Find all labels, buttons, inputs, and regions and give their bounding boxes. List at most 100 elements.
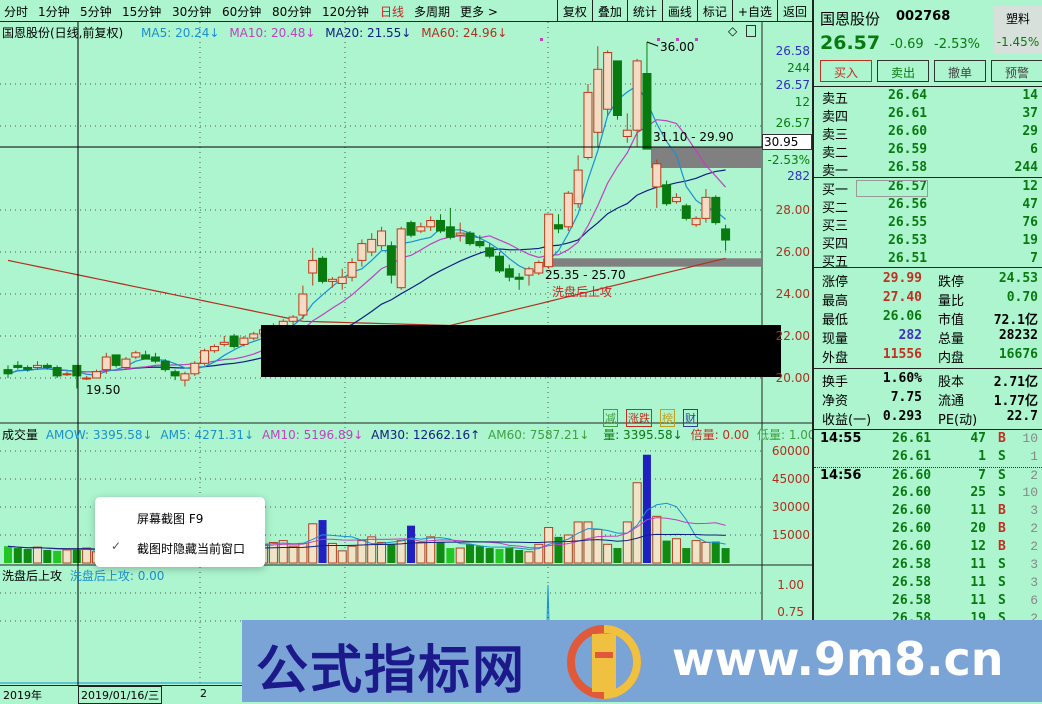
volume-bar bbox=[505, 548, 514, 563]
tool-button[interactable]: +自选 bbox=[731, 0, 777, 22]
cancel-order-button[interactable]: 撤单 bbox=[934, 60, 986, 82]
period-tab[interactable]: 多周期 bbox=[414, 5, 451, 19]
stat-label: 收益(一) bbox=[822, 413, 872, 428]
tool-button[interactable]: 统计 bbox=[626, 0, 662, 22]
kline-chart[interactable] bbox=[0, 0, 812, 702]
event-badge[interactable]: 减 bbox=[603, 409, 618, 427]
tool-button[interactable]: 画线 bbox=[661, 0, 697, 22]
period-tab[interactable]: 30分钟 bbox=[172, 5, 212, 19]
price-change: -0.69 bbox=[890, 37, 924, 52]
buy-button[interactable]: 买入 bbox=[820, 60, 872, 82]
tick-count: 3 bbox=[1030, 557, 1038, 572]
level-label: 买四 bbox=[822, 237, 849, 252]
diamond-icon[interactable]: ◇ bbox=[728, 24, 738, 38]
volume-bar bbox=[327, 542, 337, 564]
watermark-text: 公式指标网 bbox=[256, 641, 527, 701]
order-book-row: 卖五 26.64 14 bbox=[814, 88, 1042, 107]
sector-box[interactable]: 塑料 -1.45% bbox=[994, 6, 1042, 54]
tick-count: 3 bbox=[1030, 575, 1038, 590]
volume-bar bbox=[524, 551, 534, 564]
period-tab[interactable]: 120分钟 bbox=[322, 5, 369, 19]
candle-down bbox=[721, 228, 731, 241]
tool-button[interactable]: 叠加 bbox=[591, 0, 627, 22]
period-tab[interactable]: 更多 > bbox=[460, 5, 498, 19]
volume-bar bbox=[43, 549, 52, 563]
candle-up bbox=[249, 333, 259, 339]
tick-price: 26.61 bbox=[892, 449, 932, 464]
menu-item-screenshot[interactable]: 屏幕截图 F9 bbox=[137, 512, 204, 526]
stat-label: 外盘 bbox=[822, 351, 849, 366]
sell-button[interactable]: 卖出 bbox=[877, 60, 929, 82]
volume-bar bbox=[426, 536, 436, 564]
stat-value: 26.06 bbox=[882, 309, 922, 324]
candle-up bbox=[691, 217, 701, 226]
stat-row: 外盘 11556 内盘 16676 bbox=[814, 347, 1042, 366]
stat-row: 换手 1.60% 股本 2.71亿 bbox=[814, 371, 1042, 390]
candle-up bbox=[583, 91, 593, 158]
stat-label: 流通 bbox=[938, 394, 965, 409]
candle-down bbox=[642, 73, 652, 150]
tick-price: 26.60 bbox=[892, 468, 932, 483]
stat-value: 0.70 bbox=[1006, 290, 1038, 305]
stat-value: 24.53 bbox=[998, 271, 1038, 286]
price-change-pct: -2.53% bbox=[934, 37, 980, 52]
level-label: 卖二 bbox=[822, 146, 849, 161]
tick-side: S bbox=[998, 557, 1006, 572]
stat-value: 11556 bbox=[882, 347, 922, 362]
tick-time: 14:55 bbox=[820, 431, 862, 446]
candle-down bbox=[445, 226, 455, 238]
period-tab[interactable]: 80分钟 bbox=[272, 5, 312, 19]
period-tab[interactable]: 5分钟 bbox=[80, 5, 112, 19]
level-label: 卖五 bbox=[822, 92, 849, 107]
candle-down bbox=[485, 247, 495, 257]
candle-down bbox=[150, 356, 160, 362]
level-volume: 244 bbox=[1014, 160, 1038, 175]
event-badge[interactable]: 财 bbox=[683, 409, 698, 427]
stock-code: 002768 bbox=[896, 9, 951, 24]
period-tab[interactable]: 60分钟 bbox=[222, 5, 262, 19]
ma10-line bbox=[7, 119, 727, 375]
axis-vol: 282 bbox=[787, 169, 810, 183]
stat-label: PE(动) bbox=[938, 413, 978, 428]
event-badge[interactable]: 榜 bbox=[660, 409, 675, 427]
tick-count: 2 bbox=[1030, 539, 1038, 554]
event-badge[interactable]: 涨跌 bbox=[626, 409, 652, 427]
panel-toggle-icon[interactable] bbox=[746, 25, 756, 37]
level-label: 买五 bbox=[822, 255, 849, 270]
level-volume: 14 bbox=[1022, 88, 1038, 103]
volume-bar bbox=[466, 544, 475, 563]
bid1-highlight bbox=[856, 180, 928, 197]
level-volume: 19 bbox=[1022, 233, 1038, 248]
volume-bar bbox=[53, 550, 62, 563]
candle-up bbox=[180, 373, 190, 381]
price-tick: 28.00 bbox=[775, 203, 810, 217]
volume-bar bbox=[4, 546, 12, 563]
tick-side: S bbox=[998, 449, 1006, 464]
stat-value: 282 bbox=[898, 328, 922, 343]
candle-down bbox=[514, 276, 524, 280]
order-book-row: 卖二 26.59 6 bbox=[814, 142, 1042, 161]
tool-button[interactable]: 复权 bbox=[556, 0, 592, 22]
volume-bar bbox=[367, 536, 377, 564]
volume-bar bbox=[495, 549, 504, 563]
stat-value: 72.1亿 bbox=[993, 313, 1038, 328]
period-tab[interactable]: 1分钟 bbox=[38, 5, 70, 19]
stat-label: 净资 bbox=[822, 394, 849, 409]
stat-label: 现量 bbox=[822, 332, 849, 347]
tool-button[interactable]: 返回 bbox=[776, 0, 812, 22]
period-tab[interactable]: 15分钟 bbox=[122, 5, 162, 19]
high-marker bbox=[646, 41, 659, 47]
tick-price: 26.58 bbox=[892, 575, 932, 590]
candle-up bbox=[209, 346, 219, 352]
level-label: 买三 bbox=[822, 219, 849, 234]
candle-down bbox=[475, 241, 485, 247]
period-tab[interactable]: 分时 bbox=[4, 5, 29, 19]
tick-volume: 11 bbox=[970, 575, 986, 590]
menu-item-hide-window[interactable]: 截图时隐藏当前窗口 bbox=[137, 542, 246, 556]
volume-bar bbox=[583, 521, 593, 564]
candle-up bbox=[288, 316, 298, 322]
period-tab[interactable]: 日线 bbox=[380, 5, 405, 19]
level-volume: 37 bbox=[1022, 106, 1038, 121]
alert-button[interactable]: 预警 bbox=[991, 60, 1042, 82]
tool-button[interactable]: 标记 bbox=[696, 0, 732, 22]
